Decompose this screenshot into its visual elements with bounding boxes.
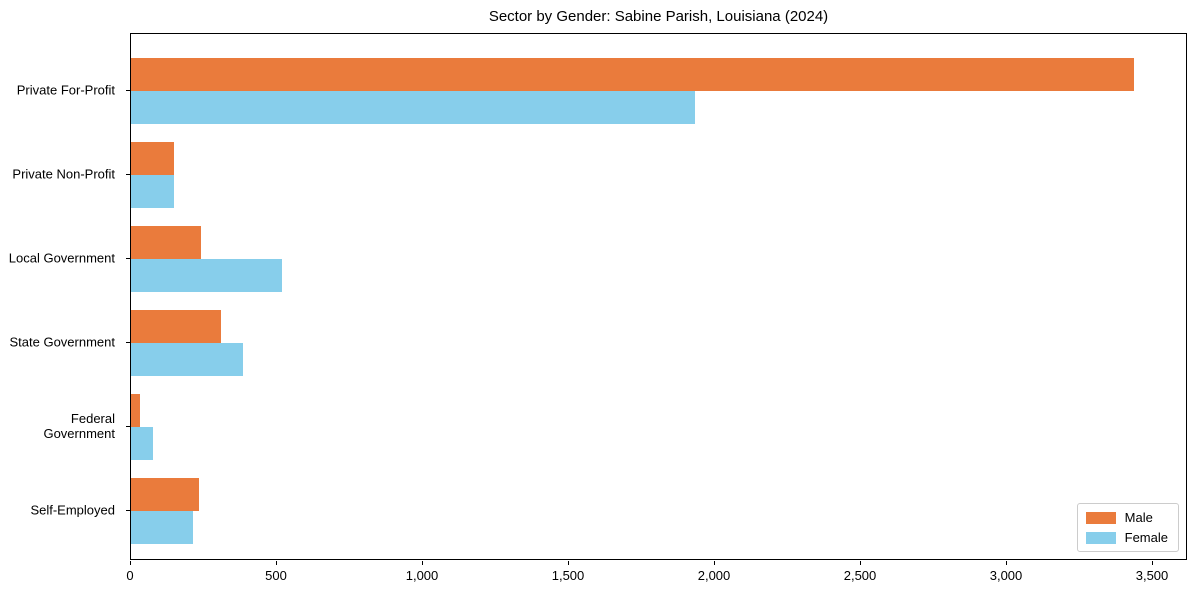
y-axis-category-label-local-government: Local Government — [8, 250, 115, 266]
x-axis-tick-label-500: 500 — [265, 568, 287, 583]
legend: Male Female — [1076, 503, 1179, 552]
x-tick-3000 — [1006, 561, 1007, 565]
chart-title: Sector by Gender: Sabine Parish, Louisia… — [488, 8, 829, 25]
x-tick-500 — [276, 561, 277, 565]
bar-male-self-employed — [131, 478, 200, 511]
bar-male-private-for-profit — [131, 58, 1135, 91]
y-axis-category-label-state-government: State Government — [9, 334, 116, 350]
legend-swatch-male — [1085, 511, 1116, 524]
bar-female-federal-government — [131, 427, 153, 460]
x-axis-tick-label-1500: 1,500 — [551, 568, 585, 583]
bar-male-private-non-profit — [131, 142, 174, 175]
x-axis-tick-label-2500: 2,500 — [843, 568, 877, 583]
y-axis-category-label-private-non-profit: Private Non-Profit — [12, 166, 115, 182]
legend-entry-male: Male — [1085, 510, 1168, 525]
y-tick-private-non-profit — [126, 174, 130, 175]
y-axis-category-label-self-employed: Self-Employed — [30, 502, 115, 518]
x-axis-tick-label-3000: 3,000 — [989, 568, 1023, 583]
x-axis-tick-label-0: 0 — [126, 568, 134, 583]
x-axis-tick-label-1000: 1,000 — [405, 568, 439, 583]
bar-female-local-government — [131, 259, 282, 292]
y-tick-federal-government — [126, 426, 130, 427]
legend-entry-female: Female — [1085, 530, 1168, 545]
y-tick-private-for-profit — [126, 90, 130, 91]
bar-male-state-government — [131, 310, 222, 343]
y-tick-local-government — [126, 258, 130, 259]
legend-label-male: Male — [1124, 510, 1153, 525]
x-axis-tick-label-3500: 3,500 — [1135, 568, 1169, 583]
bar-male-local-government — [131, 226, 201, 259]
y-axis-category-label-private-for-profit: Private For-Profit — [16, 82, 115, 98]
x-tick-2000 — [714, 561, 715, 565]
y-tick-state-government — [126, 342, 130, 343]
x-tick-0 — [130, 561, 131, 565]
x-tick-1000 — [422, 561, 423, 565]
x-axis-tick-label-2000: 2,000 — [697, 568, 731, 583]
plot-area: Male Female — [130, 33, 1187, 560]
y-tick-self-employed — [126, 510, 130, 511]
legend-swatch-female — [1085, 531, 1116, 544]
x-tick-2500 — [860, 561, 861, 565]
x-tick-3500 — [1152, 561, 1153, 565]
bar-male-federal-government — [131, 394, 141, 427]
bar-female-self-employed — [131, 511, 193, 544]
x-tick-1500 — [568, 561, 569, 565]
bar-female-private-non-profit — [131, 175, 175, 208]
legend-label-female: Female — [1124, 530, 1168, 545]
y-axis-category-label-federal-government: Federal Government — [43, 411, 115, 441]
bar-female-state-government — [131, 343, 243, 376]
bar-female-private-for-profit — [131, 91, 696, 124]
